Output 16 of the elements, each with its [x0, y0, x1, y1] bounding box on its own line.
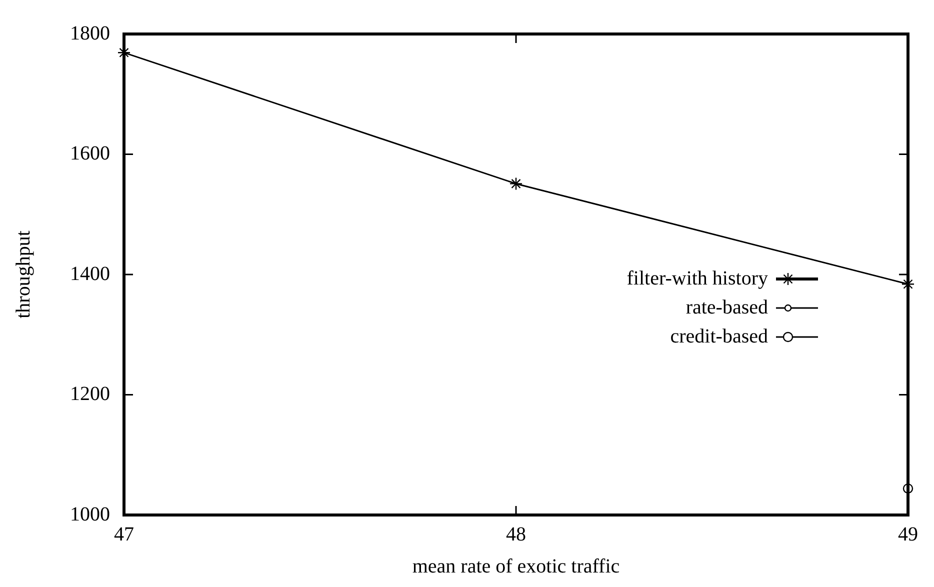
- y-tick-label: 1000: [70, 503, 110, 526]
- point: [117, 46, 131, 60]
- legend-label: filter-with history: [626, 267, 768, 290]
- point: [901, 278, 915, 291]
- x-tick-label: 49: [898, 523, 918, 546]
- legend-label: rate-based: [686, 296, 768, 318]
- y-axis-title: throughput: [12, 230, 34, 318]
- y-tick-label: 1600: [70, 142, 110, 164]
- legend-label: credit-based: [670, 325, 768, 348]
- y-tick-label: 1400: [70, 262, 110, 285]
- point: [509, 177, 523, 190]
- x-tick-label: 48: [506, 523, 526, 546]
- y-tick-label: 1200: [70, 383, 110, 405]
- x-tick-label: 47: [114, 523, 134, 546]
- y-tick-label: 1800: [70, 22, 110, 44]
- x-axis-title: mean rate of exotic traffic: [412, 555, 620, 578]
